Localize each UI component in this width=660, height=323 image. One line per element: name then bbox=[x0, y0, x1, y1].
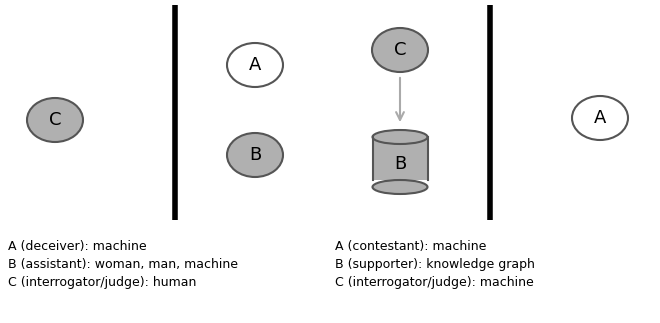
Ellipse shape bbox=[227, 43, 283, 87]
Text: A: A bbox=[249, 56, 261, 74]
Text: C (interrogator/judge): human: C (interrogator/judge): human bbox=[8, 276, 197, 289]
Text: C: C bbox=[49, 111, 61, 129]
Ellipse shape bbox=[372, 130, 428, 144]
Text: A: A bbox=[594, 109, 606, 127]
Ellipse shape bbox=[372, 180, 428, 194]
Text: B (assistant): woman, man, machine: B (assistant): woman, man, machine bbox=[8, 258, 238, 271]
Ellipse shape bbox=[572, 96, 628, 140]
Text: B (supporter): knowledge graph: B (supporter): knowledge graph bbox=[335, 258, 535, 271]
Text: C: C bbox=[394, 41, 407, 59]
Text: B: B bbox=[394, 155, 406, 173]
Text: B: B bbox=[249, 146, 261, 164]
Ellipse shape bbox=[27, 98, 83, 142]
Bar bbox=[372, 137, 428, 180]
Ellipse shape bbox=[227, 133, 283, 177]
Text: C (interrogator/judge): machine: C (interrogator/judge): machine bbox=[335, 276, 534, 289]
Text: A (contestant): machine: A (contestant): machine bbox=[335, 240, 486, 253]
Ellipse shape bbox=[372, 28, 428, 72]
Text: A (deceiver): machine: A (deceiver): machine bbox=[8, 240, 147, 253]
